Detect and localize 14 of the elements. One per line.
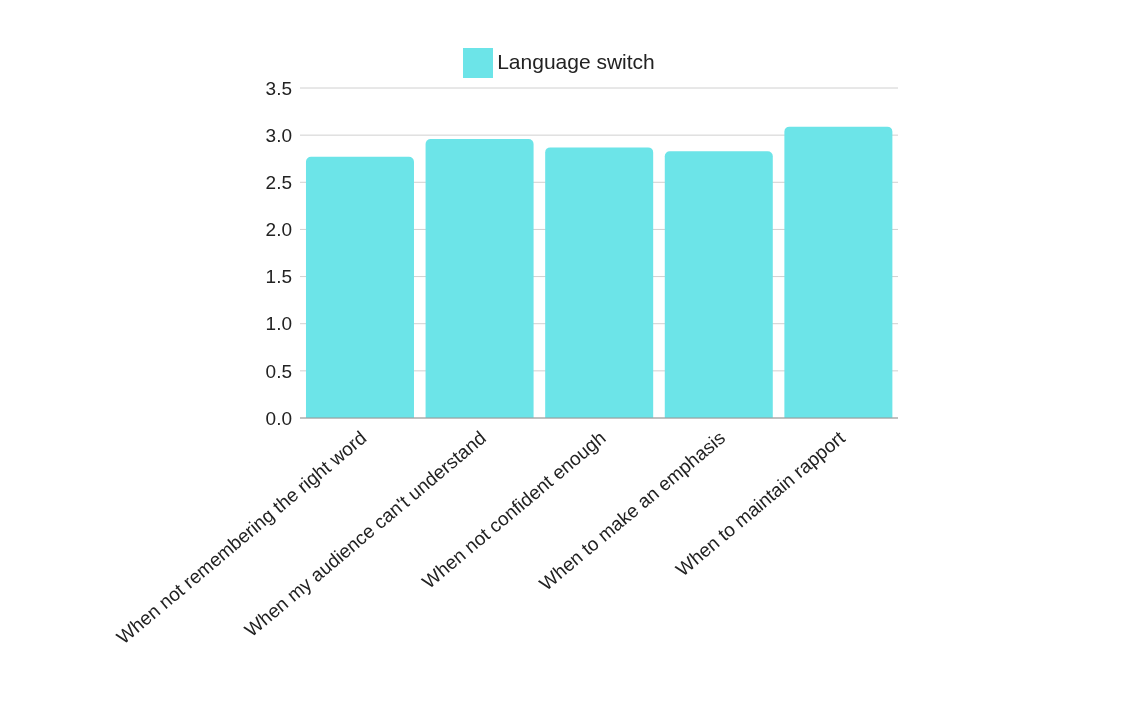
bar [425,138,534,418]
y-tick-label: 1.0 [265,313,292,335]
y-tick-label: 2.5 [265,172,292,194]
y-tick-label: 3.0 [265,124,292,146]
y-tick-label: 1.5 [265,266,292,288]
y-tick-label: 0.5 [265,360,292,382]
bar [545,147,654,418]
bar [305,156,414,418]
legend-label: Language switch [497,49,655,73]
bar [784,126,893,418]
y-tick-label: 0.0 [265,407,292,429]
bar [664,151,773,418]
y-tick-label: 3.5 [265,77,292,99]
y-tick-label: 2.0 [265,219,292,241]
